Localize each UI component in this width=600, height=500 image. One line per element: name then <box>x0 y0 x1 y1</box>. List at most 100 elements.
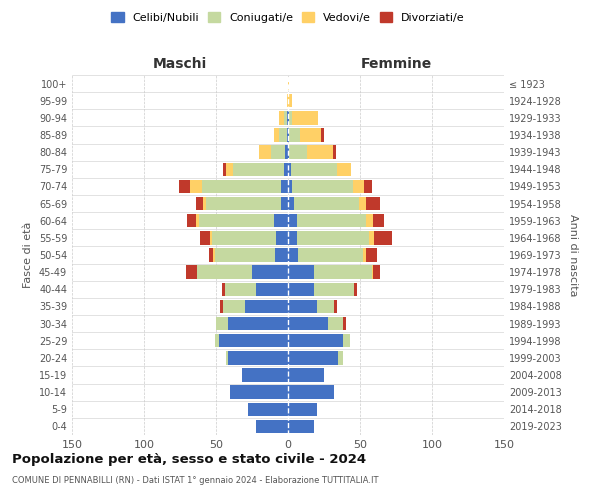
Bar <box>280 111 284 124</box>
Bar <box>289 146 307 159</box>
Bar <box>274 214 288 228</box>
Bar <box>288 266 314 279</box>
Bar <box>343 317 346 330</box>
Bar <box>299 128 321 141</box>
Bar <box>223 300 245 313</box>
Bar <box>288 214 296 228</box>
Bar <box>289 111 292 124</box>
Bar <box>288 300 317 313</box>
Bar <box>277 231 288 244</box>
Bar <box>179 180 190 193</box>
Bar <box>259 146 271 159</box>
Bar <box>227 317 288 330</box>
Bar <box>206 197 281 210</box>
Bar <box>256 282 288 296</box>
Bar <box>288 231 296 244</box>
Text: Maschi: Maschi <box>153 58 207 71</box>
Text: COMUNE DI PENNABILLI (RN) - Dati ISTAT 1° gennaio 2024 - Elaborazione TUTTITALIA: COMUNE DI PENNABILLI (RN) - Dati ISTAT 1… <box>12 476 379 485</box>
Bar <box>291 162 337 176</box>
Bar <box>281 197 288 210</box>
Bar <box>224 282 256 296</box>
Bar <box>245 300 288 313</box>
Bar <box>210 231 212 244</box>
Bar <box>296 231 368 244</box>
Bar <box>288 317 328 330</box>
Bar <box>368 231 374 244</box>
Bar <box>288 282 314 296</box>
Bar <box>203 197 206 210</box>
Bar <box>226 351 227 364</box>
Bar <box>294 197 359 210</box>
Bar <box>219 334 288 347</box>
Bar <box>284 111 287 124</box>
Bar <box>321 128 324 141</box>
Bar <box>353 180 364 193</box>
Bar <box>307 146 332 159</box>
Bar <box>281 180 288 193</box>
Bar <box>280 128 287 141</box>
Bar <box>227 351 288 364</box>
Bar <box>288 111 289 124</box>
Bar <box>338 351 343 364</box>
Bar <box>287 128 288 141</box>
Bar <box>226 162 233 176</box>
Bar <box>288 402 317 416</box>
Bar <box>328 317 343 330</box>
Bar <box>288 77 289 90</box>
Bar <box>298 248 363 262</box>
Bar <box>248 402 288 416</box>
Bar <box>288 94 292 108</box>
Bar <box>288 420 314 433</box>
Bar <box>215 248 275 262</box>
Bar <box>288 368 324 382</box>
Bar <box>274 128 280 141</box>
Bar <box>354 282 357 296</box>
Bar <box>314 266 371 279</box>
Bar <box>359 197 366 210</box>
Bar <box>287 94 288 108</box>
Bar <box>366 248 377 262</box>
Bar <box>364 180 371 193</box>
Legend: Celibi/Nubili, Coniugati/e, Vedovi/e, Divorziati/e: Celibi/Nubili, Coniugati/e, Vedovi/e, Di… <box>107 8 469 28</box>
Bar <box>288 146 289 159</box>
Bar <box>288 334 343 347</box>
Bar <box>209 248 213 262</box>
Bar <box>186 266 197 279</box>
Bar <box>373 266 380 279</box>
Bar <box>334 300 337 313</box>
Bar <box>220 300 223 313</box>
Bar <box>288 128 289 141</box>
Bar <box>288 248 298 262</box>
Bar <box>222 282 224 296</box>
Bar <box>363 248 366 262</box>
Bar <box>230 386 288 399</box>
Bar <box>187 214 196 228</box>
Bar <box>197 266 252 279</box>
Y-axis label: Anni di nascita: Anni di nascita <box>568 214 578 296</box>
Bar <box>366 214 373 228</box>
Bar <box>288 162 291 176</box>
Bar <box>213 248 215 262</box>
Bar <box>337 162 352 176</box>
Bar <box>215 334 219 347</box>
Bar <box>223 162 226 176</box>
Bar <box>373 214 385 228</box>
Text: Femmine: Femmine <box>361 58 431 71</box>
Bar <box>314 282 354 296</box>
Bar <box>292 180 353 193</box>
Bar <box>199 214 274 228</box>
Bar <box>371 266 373 279</box>
Bar <box>190 180 202 193</box>
Bar <box>296 214 366 228</box>
Bar <box>292 111 318 124</box>
Bar <box>212 231 277 244</box>
Y-axis label: Fasce di età: Fasce di età <box>23 222 33 288</box>
Bar <box>332 146 335 159</box>
Bar <box>284 162 288 176</box>
Bar <box>289 128 299 141</box>
Bar <box>287 111 288 124</box>
Bar <box>288 197 294 210</box>
Bar <box>271 146 285 159</box>
Bar <box>366 197 380 210</box>
Bar <box>233 162 284 176</box>
